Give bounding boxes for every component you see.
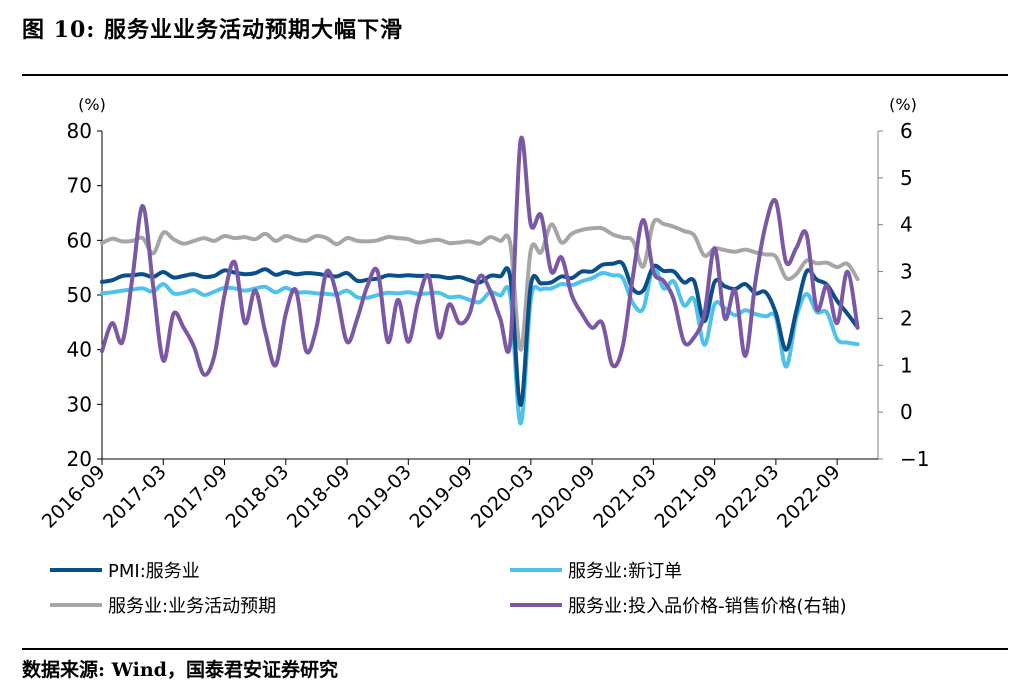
right-tick-label: 5 (900, 166, 913, 190)
x-tick-label: 2016-09 (38, 461, 110, 533)
x-tick-label: 2019-09 (405, 461, 477, 533)
legend-label-2: 服务业:新订单 (568, 561, 682, 582)
right-tick-label: −1 (900, 447, 929, 471)
top-rule (22, 74, 1008, 76)
right-axis-unit: (%) (889, 95, 917, 114)
right-tick-label: 2 (900, 306, 913, 330)
right-tick-label: 3 (900, 260, 913, 284)
x-tick-label: 2019-03 (344, 461, 416, 533)
legend-label-1: PMI:服务业 (108, 561, 200, 582)
series-line-4 (100, 135, 860, 377)
x-tick-label: 2020-09 (528, 461, 600, 533)
series-line-1 (100, 259, 860, 407)
series-layer (100, 135, 860, 426)
left-tick-label: 50 (67, 283, 92, 307)
x-tick-label: 2022-09 (773, 461, 845, 533)
series-line-2 (100, 264, 860, 426)
x-tick-label: 2017-03 (99, 461, 171, 533)
figure-title: 图 10: 服务业业务活动预期大幅下滑 (22, 17, 404, 43)
x-tick-label: 2018-09 (283, 461, 355, 533)
right-tick-label: 0 (900, 400, 913, 424)
bottom-rule (22, 648, 1008, 650)
series-line-3 (100, 217, 860, 352)
x-tick-label: 2022-03 (712, 461, 784, 533)
right-tick-label: 1 (900, 353, 913, 377)
left-tick-label: 30 (67, 392, 92, 416)
x-tick-label: 2020-03 (467, 461, 539, 533)
left-tick-label: 40 (67, 338, 92, 362)
left-axis-unit: (%) (78, 95, 106, 114)
left-tick-label: 60 (67, 228, 92, 252)
source-note: 数据来源: Wind，国泰君安证券研究 (22, 659, 338, 681)
right-tick-label: 6 (900, 119, 913, 143)
left-tick-label: 80 (67, 119, 92, 143)
left-tick-label: 70 (67, 174, 92, 198)
left-tick-label: 20 (67, 447, 92, 471)
x-tick-label: 2018-03 (222, 461, 294, 533)
legend-label-4: 服务业:投入品价格-销售价格(右轴) (568, 596, 847, 617)
x-tick-label: 2021-03 (589, 461, 661, 533)
x-tick-label: 2021-09 (650, 461, 722, 533)
x-tick-label: 2017-09 (160, 461, 232, 533)
legend-label-3: 服务业:业务活动预期 (108, 596, 276, 617)
right-tick-label: 4 (900, 213, 913, 237)
